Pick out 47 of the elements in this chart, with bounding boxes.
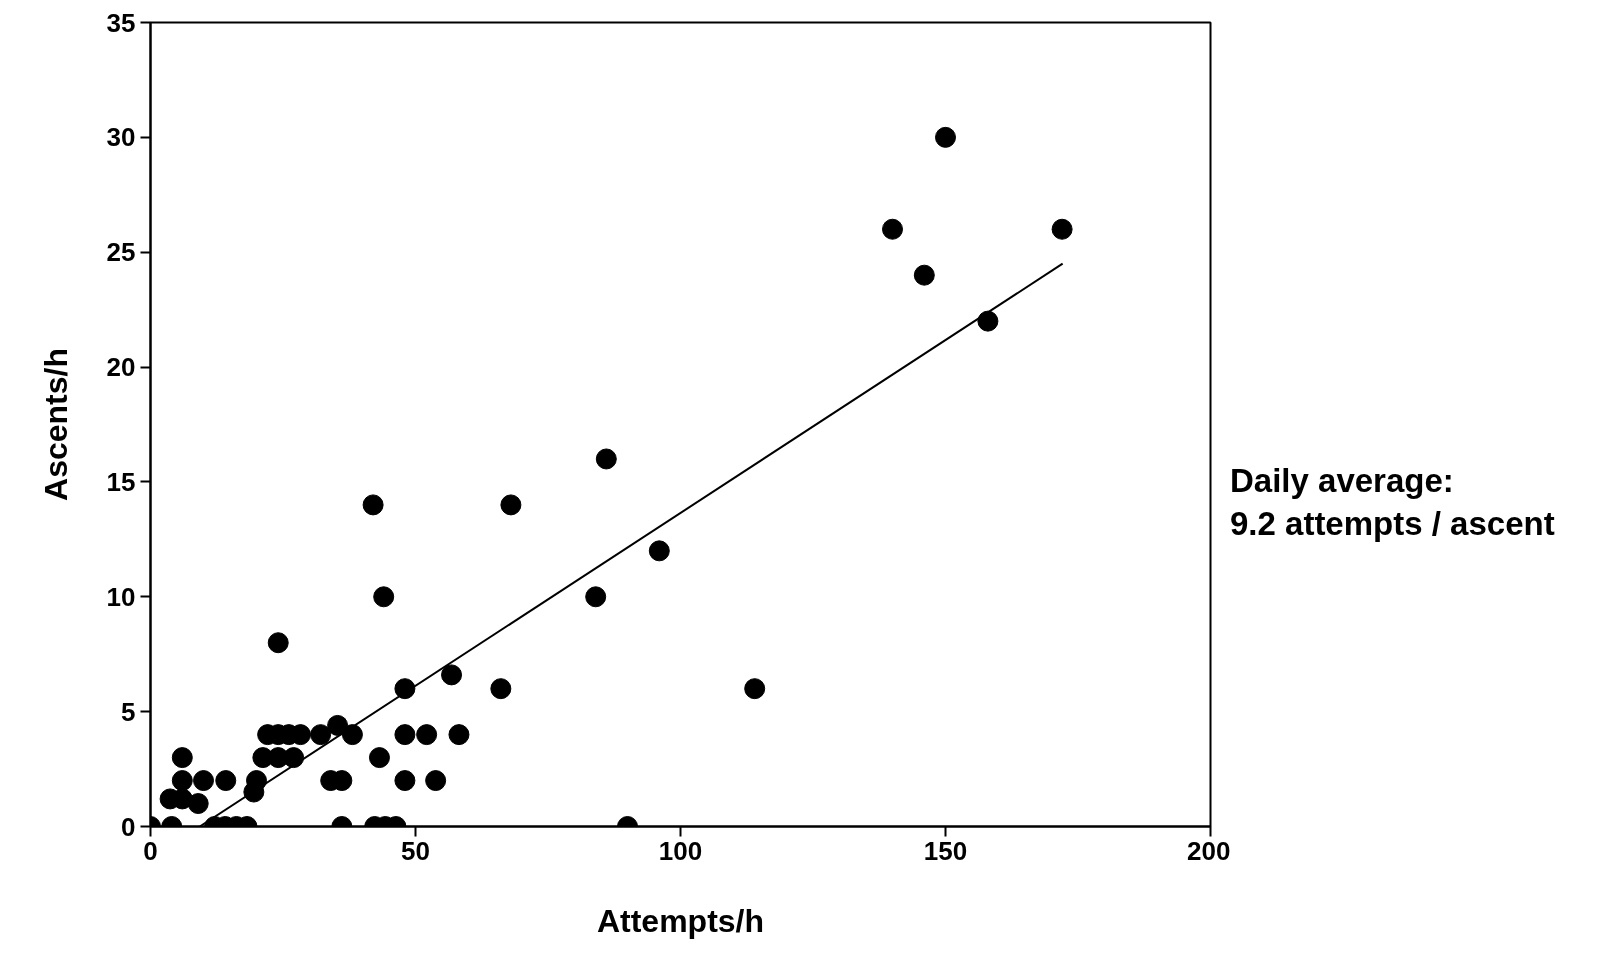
point [394, 678, 416, 700]
point [490, 678, 512, 700]
point [744, 678, 766, 700]
point [243, 781, 265, 803]
point [193, 770, 214, 792]
y-tick-label: 30 [106, 122, 136, 153]
x-tick-label: 100 [658, 835, 703, 866]
point [368, 747, 390, 769]
point [648, 540, 670, 562]
point [394, 770, 416, 792]
point [416, 724, 438, 746]
x-tick-label: 150 [923, 835, 968, 866]
point [913, 264, 935, 286]
y-tick-label: 35 [106, 7, 136, 38]
point [448, 724, 470, 746]
x-tick-label: 200 [1187, 835, 1231, 866]
point [171, 747, 193, 769]
point [373, 586, 395, 608]
y-tick-label: 20 [106, 352, 136, 383]
point [310, 724, 332, 746]
point [441, 664, 463, 686]
y-tick-label: 25 [106, 237, 136, 268]
point [327, 714, 349, 736]
point [585, 586, 607, 608]
point [977, 310, 999, 332]
point [187, 793, 209, 815]
y-tick-label: 0 [121, 811, 136, 842]
point [362, 494, 384, 516]
x-tick-label: 50 [401, 835, 430, 866]
y-tick-label: 5 [121, 696, 136, 727]
x-tick-label: 0 [143, 835, 158, 866]
y-axis-title: Ascents/h [37, 348, 74, 501]
point [394, 724, 416, 746]
point [935, 126, 956, 148]
point [283, 747, 305, 769]
point [595, 448, 617, 470]
x-axis-title: Attempts/h [596, 902, 765, 939]
point [425, 770, 447, 792]
point [171, 770, 193, 792]
point [500, 494, 522, 516]
text: Daily average: 9.2 attempts / ascent [1230, 461, 1555, 544]
point [1051, 218, 1073, 240]
point [267, 632, 289, 654]
point [215, 770, 237, 792]
y-tick-label: 15 [106, 466, 136, 497]
point [882, 218, 903, 240]
y-tick-label: 10 [106, 581, 136, 612]
